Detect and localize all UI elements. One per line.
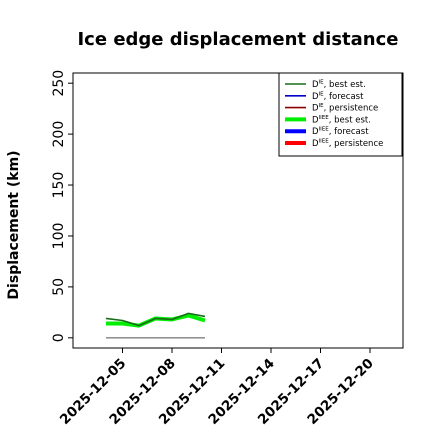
plot-area	[105, 312, 206, 339]
y-tick-label: 0	[51, 333, 67, 342]
legend-entry-2: DIE, persistence	[312, 103, 378, 114]
y-tick-label: 100	[51, 223, 67, 250]
legend-entry-3: DIIEE, best est.	[312, 115, 371, 126]
series-line-0	[105, 312, 206, 327]
y-tick-label: 50	[51, 278, 67, 296]
legend-entry-4: DIIEE, forecast	[312, 127, 369, 138]
y-tick-label: 150	[51, 172, 67, 199]
legend-entry-0: DIE, best est.	[312, 80, 366, 91]
y-axis-label: Displacement (km)	[6, 150, 22, 299]
chart-title: Ice edge displacement distance	[77, 29, 398, 50]
legend-entry-5: DIIEE, persistence	[312, 139, 383, 150]
y-tick-label: 250	[51, 70, 67, 97]
plot-frame	[72, 72, 404, 349]
legend-entry-1: DIE, forecast	[312, 91, 364, 102]
y-tick-label: 200	[51, 121, 67, 148]
